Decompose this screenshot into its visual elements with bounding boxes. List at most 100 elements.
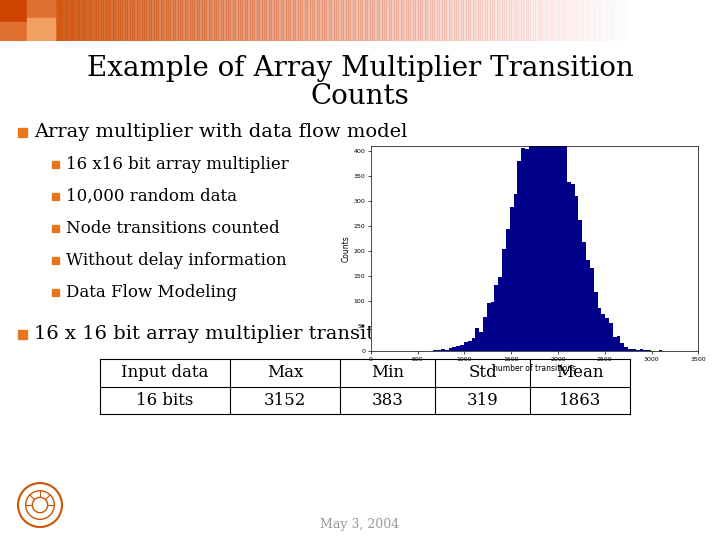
Bar bbox=[628, 349, 632, 351]
Bar bbox=[312, 0, 315, 40]
Bar bbox=[0, 0, 2, 40]
Text: Array multiplier with data flow model: Array multiplier with data flow model bbox=[34, 124, 408, 141]
Bar bbox=[31, 0, 34, 40]
Bar bbox=[398, 0, 401, 40]
Bar bbox=[175, 0, 178, 40]
Bar bbox=[492, 0, 495, 40]
Bar bbox=[41, 0, 43, 40]
Bar bbox=[209, 0, 211, 40]
Bar bbox=[559, 0, 562, 40]
Bar bbox=[324, 0, 326, 40]
Bar bbox=[387, 0, 389, 40]
Bar bbox=[153, 0, 156, 40]
Bar bbox=[45, 0, 48, 40]
Bar bbox=[641, 0, 643, 40]
Bar bbox=[305, 0, 307, 40]
Bar bbox=[369, 0, 372, 40]
Bar bbox=[19, 0, 22, 40]
Bar bbox=[317, 0, 319, 40]
Bar bbox=[358, 0, 360, 40]
Bar bbox=[120, 0, 122, 40]
Bar bbox=[576, 0, 578, 40]
Bar bbox=[563, 143, 567, 351]
Bar bbox=[228, 0, 230, 40]
Bar bbox=[480, 0, 482, 40]
Bar bbox=[50, 0, 53, 40]
Bar bbox=[552, 0, 554, 40]
Bar bbox=[17, 128, 27, 137]
Bar bbox=[391, 0, 394, 40]
Bar bbox=[470, 0, 473, 40]
Bar bbox=[675, 0, 677, 40]
Bar bbox=[454, 0, 456, 40]
Bar bbox=[578, 220, 582, 351]
Bar bbox=[477, 0, 480, 40]
Text: Without delay information: Without delay information bbox=[66, 252, 287, 269]
Bar bbox=[127, 0, 130, 40]
Bar bbox=[621, 343, 624, 351]
Bar bbox=[360, 0, 362, 40]
Bar bbox=[182, 0, 185, 40]
Bar bbox=[506, 0, 509, 40]
Bar bbox=[437, 0, 439, 40]
Bar bbox=[575, 196, 578, 351]
Bar bbox=[322, 0, 324, 40]
Bar bbox=[52, 193, 58, 200]
Bar bbox=[606, 319, 609, 351]
Y-axis label: Counts: Counts bbox=[342, 235, 351, 262]
Bar bbox=[665, 0, 667, 40]
Bar bbox=[600, 0, 603, 40]
Bar bbox=[609, 323, 613, 351]
Bar bbox=[490, 0, 492, 40]
Bar bbox=[331, 0, 333, 40]
Bar bbox=[499, 0, 502, 40]
Bar bbox=[689, 0, 691, 40]
Bar bbox=[518, 161, 521, 351]
Text: Mean: Mean bbox=[557, 364, 604, 381]
Bar bbox=[594, 293, 598, 351]
Bar bbox=[233, 0, 235, 40]
Bar bbox=[290, 0, 293, 40]
Bar bbox=[595, 0, 598, 40]
Bar bbox=[444, 0, 446, 40]
Bar bbox=[96, 0, 99, 40]
Bar bbox=[556, 114, 559, 351]
Bar bbox=[544, 114, 548, 351]
Bar bbox=[394, 0, 396, 40]
Bar bbox=[52, 161, 58, 168]
Bar bbox=[343, 0, 346, 40]
Bar bbox=[5, 0, 7, 40]
Bar bbox=[614, 0, 617, 40]
Bar bbox=[279, 0, 281, 40]
Bar bbox=[525, 149, 528, 351]
Bar bbox=[27, 0, 29, 40]
Bar bbox=[653, 0, 655, 40]
Bar bbox=[703, 0, 706, 40]
Bar bbox=[142, 0, 144, 40]
Bar bbox=[456, 0, 459, 40]
Bar bbox=[461, 0, 463, 40]
Bar bbox=[708, 0, 711, 40]
Bar bbox=[103, 0, 106, 40]
Bar bbox=[610, 0, 612, 40]
Bar bbox=[585, 0, 588, 40]
Bar bbox=[686, 0, 689, 40]
Bar bbox=[106, 0, 108, 40]
Bar bbox=[24, 0, 27, 40]
Bar bbox=[122, 0, 125, 40]
Bar bbox=[504, 0, 506, 40]
Bar bbox=[552, 111, 556, 351]
Bar bbox=[502, 0, 504, 40]
Bar bbox=[582, 242, 586, 351]
Bar bbox=[117, 0, 120, 40]
Bar bbox=[495, 286, 498, 351]
Text: 10,000 random data: 10,000 random data bbox=[66, 188, 237, 205]
Bar bbox=[247, 0, 250, 40]
Bar bbox=[420, 0, 423, 40]
Bar bbox=[475, 0, 477, 40]
Bar bbox=[240, 0, 243, 40]
Bar bbox=[257, 0, 259, 40]
Bar bbox=[439, 0, 441, 40]
Bar bbox=[545, 0, 547, 40]
Bar bbox=[362, 0, 365, 40]
